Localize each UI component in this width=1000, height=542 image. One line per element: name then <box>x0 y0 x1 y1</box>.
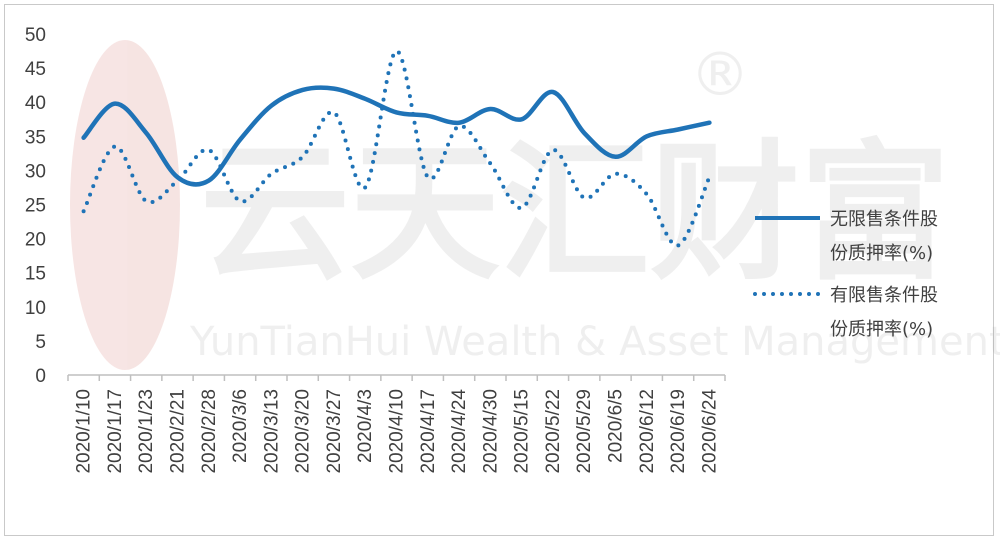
y-tick-label: 5 <box>35 332 46 353</box>
x-tick-label: 2020/6/19 <box>668 389 689 474</box>
y-tick-label: 40 <box>25 93 46 114</box>
watermark-registered-mark: ® <box>690 40 750 110</box>
x-tick-label: 2020/5/15 <box>512 389 533 474</box>
watermark-logo-mark <box>70 40 180 370</box>
x-tick-label: 2020/2/28 <box>199 389 220 474</box>
x-tick-label: 2020/4/17 <box>418 389 439 474</box>
legend-label-solid-line1: 无限售条件股 <box>830 209 938 230</box>
series-layer <box>81 49 712 248</box>
x-tick-label: 2020/5/29 <box>574 389 595 474</box>
x-tick-label: 2020/3/6 <box>230 389 251 463</box>
legend-label-dotted-line2: 份质押率(%) <box>830 319 933 340</box>
y-tick-label: 50 <box>25 25 46 46</box>
watermark: 云天汇财富 ® YunTianHui Wealth & Asset Manage… <box>70 40 1000 370</box>
y-tick-label: 15 <box>25 264 46 285</box>
legend-label-dotted-line1: 有限售条件股 <box>830 285 938 306</box>
x-axis: 2020/1/10 2020/1/17 2020/1/23 2020/2/21 2020… <box>67 374 726 474</box>
x-tick-label: 2020/6/5 <box>606 389 627 463</box>
x-tick-label: 2020/4/10 <box>387 389 408 474</box>
legend: 无限售条件股 份质押率(%) 有限售条件股 份质押率(%) <box>753 209 938 340</box>
legend-item-dotted: 有限售条件股 份质押率(%) <box>753 285 938 340</box>
y-tick-label: 10 <box>25 298 46 319</box>
x-tick-label: 2020/4/24 <box>449 389 470 474</box>
x-tick-label: 2020/3/13 <box>261 389 282 474</box>
x-tick-label: 2020/6/24 <box>699 389 720 474</box>
x-tick-label: 2020/3/20 <box>293 389 314 474</box>
y-tick-label: 20 <box>25 230 46 251</box>
chart-frame <box>4 4 994 536</box>
x-tick-label: 2020/5/22 <box>543 389 564 474</box>
y-tick-label: 30 <box>25 161 46 182</box>
series-line-unrestricted <box>81 85 712 187</box>
x-tick-label: 2020/3/27 <box>324 389 345 474</box>
y-tick-label: 25 <box>25 196 46 217</box>
x-tick-label: 2020/4/30 <box>480 389 501 474</box>
x-tick-label: 2020/6/12 <box>637 389 658 474</box>
legend-label-solid-line2: 份质押率(%) <box>830 243 933 264</box>
y-axis: 0 5 10 15 20 25 30 35 40 45 50 <box>25 25 46 387</box>
x-tick-label: 2020/1/17 <box>105 389 126 474</box>
x-tick-label: 2020/2/21 <box>168 389 189 474</box>
y-tick-label: 35 <box>25 127 46 148</box>
watermark-logo-text: 云天汇财富 <box>200 127 950 301</box>
watermark-subtitle: YunTianHui Wealth & Asset Management <box>189 319 1000 365</box>
y-tick-label: 45 <box>25 59 46 80</box>
legend-item-solid: 无限售条件股 份质押率(%) <box>755 209 938 264</box>
x-tick-label: 2020/4/3 <box>355 389 376 463</box>
x-tick-label: 2020/1/10 <box>74 389 95 474</box>
x-tick-label: 2020/1/23 <box>136 389 157 474</box>
y-tick-label: 0 <box>35 366 46 387</box>
